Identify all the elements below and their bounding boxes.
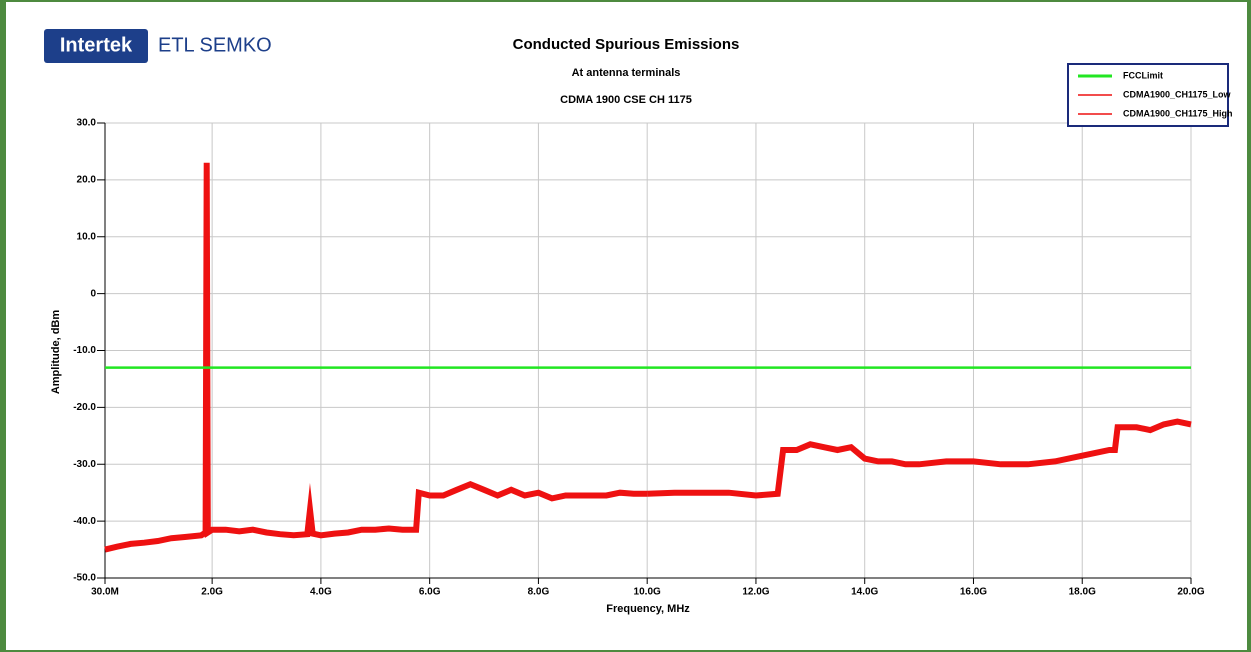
data-line — [104, 162, 648, 553]
data-line — [647, 418, 1192, 499]
y-axis-label: Amplitude, dBm — [50, 310, 62, 395]
chart-title: Conducted Spurious Emissions — [513, 36, 740, 53]
x-tick-label: 14.0G — [851, 587, 878, 598]
y-tick-label: -30.0 — [73, 459, 96, 470]
legend-label: FCCLimit — [1123, 70, 1163, 80]
legend-label: CDMA1900_CH1175_Low — [1123, 89, 1232, 99]
y-tick-label: 30.0 — [77, 118, 97, 129]
y-tick-label: -20.0 — [73, 402, 96, 413]
x-tick-label: 18.0G — [1069, 587, 1096, 598]
x-tick-label: 8.0G — [528, 587, 550, 598]
x-tick-label: 2.0G — [201, 587, 223, 598]
y-tick-label: 10.0 — [77, 231, 97, 242]
y-tick-label: 20.0 — [77, 175, 97, 186]
y-tick-label: -40.0 — [73, 516, 96, 527]
x-tick-label: 30.0M — [91, 587, 119, 598]
x-tick-label: 4.0G — [310, 587, 332, 598]
logo-brand: Intertek — [60, 34, 133, 56]
chart-subtitle: CDMA 1900 CSE CH 1175 — [560, 94, 692, 106]
x-axis-label: Frequency, MHz — [606, 603, 690, 615]
x-tick-label: 10.0G — [634, 587, 661, 598]
y-tick-label: -50.0 — [73, 573, 96, 584]
y-tick-label: 0 — [90, 288, 96, 299]
logo-box — [44, 29, 148, 63]
x-tick-label: 12.0G — [742, 587, 769, 598]
logo-name: ETL SEMKO — [158, 34, 272, 56]
x-tick-label: 6.0G — [419, 587, 441, 598]
x-tick-label: 16.0G — [960, 587, 987, 598]
x-tick-label: 20.0G — [1177, 587, 1204, 598]
legend-label: CDMA1900_CH1175_High — [1123, 108, 1233, 118]
y-tick-label: -10.0 — [73, 345, 96, 356]
chart-subtitle: At antenna terminals — [572, 67, 681, 79]
chart: Intertek ETL SEMKO Conducted Spurious Em… — [44, 29, 1233, 615]
